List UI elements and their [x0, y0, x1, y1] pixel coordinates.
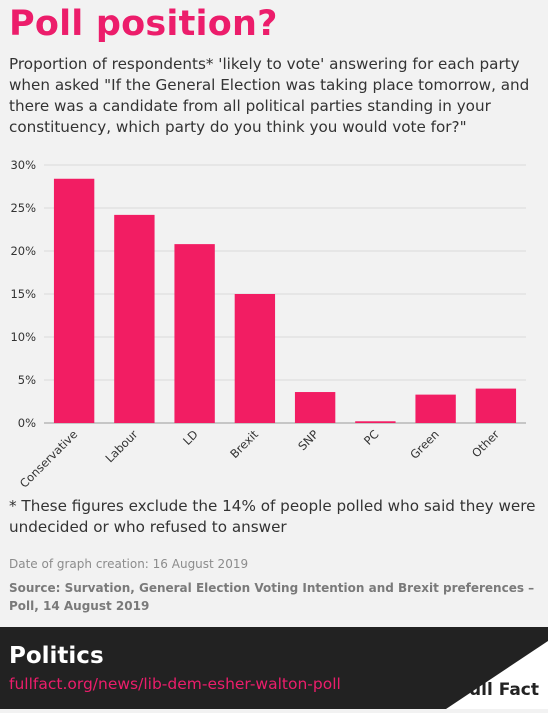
x-tick-label: Brexit	[227, 427, 261, 461]
footnote: * These figures exclude the 14% of peopl…	[9, 497, 536, 536]
bar	[234, 294, 276, 423]
bar-chart: 0% 5% 10% 15% 20% 25% 30% Conservative Labour LD B…	[10, 158, 526, 490]
x-tick-label: Conservative	[17, 427, 80, 490]
bar	[415, 394, 456, 423]
x-tick-label: PC	[361, 427, 381, 447]
logo-text: Full Fact	[458, 680, 539, 700]
bar	[475, 388, 517, 423]
x-tick-label: Labour	[102, 427, 140, 465]
bar	[294, 392, 336, 423]
x-tick-label: Other	[469, 427, 502, 460]
chart-title: Poll position?	[9, 4, 278, 44]
footer: Politics fullfact.org/news/lib-dem-esher…	[0, 627, 548, 709]
y-tick-label: 0%	[18, 416, 36, 430]
bar	[174, 244, 215, 423]
logo-triangle-icon	[446, 641, 548, 709]
footer-section-label: Politics	[9, 643, 104, 669]
date-created: Date of graph creation: 16 August 2019	[9, 557, 249, 571]
source-note: Source: Survation, General Election Voti…	[9, 581, 535, 613]
y-tick-label: 30%	[10, 158, 36, 172]
y-tick-label: 25%	[10, 201, 36, 215]
y-tick-label: 5%	[18, 373, 36, 387]
footer-url-link[interactable]: fullfact.org/news/lib-dem-esher-walton-p…	[9, 675, 341, 693]
chart-subtitle: Proportion of respondents* 'likely to vo…	[9, 55, 530, 136]
x-tick-label: SNP	[295, 427, 321, 453]
bar	[355, 421, 396, 423]
x-tick-label: Green	[407, 427, 442, 462]
full-fact-logo[interactable]: Full Fact	[438, 627, 548, 709]
y-tick-label: 20%	[10, 244, 36, 258]
bar	[114, 214, 155, 423]
y-tick-label: 15%	[10, 287, 36, 301]
y-tick-label: 10%	[10, 330, 36, 344]
x-tick-label: LD	[180, 427, 201, 448]
bar	[53, 178, 95, 423]
